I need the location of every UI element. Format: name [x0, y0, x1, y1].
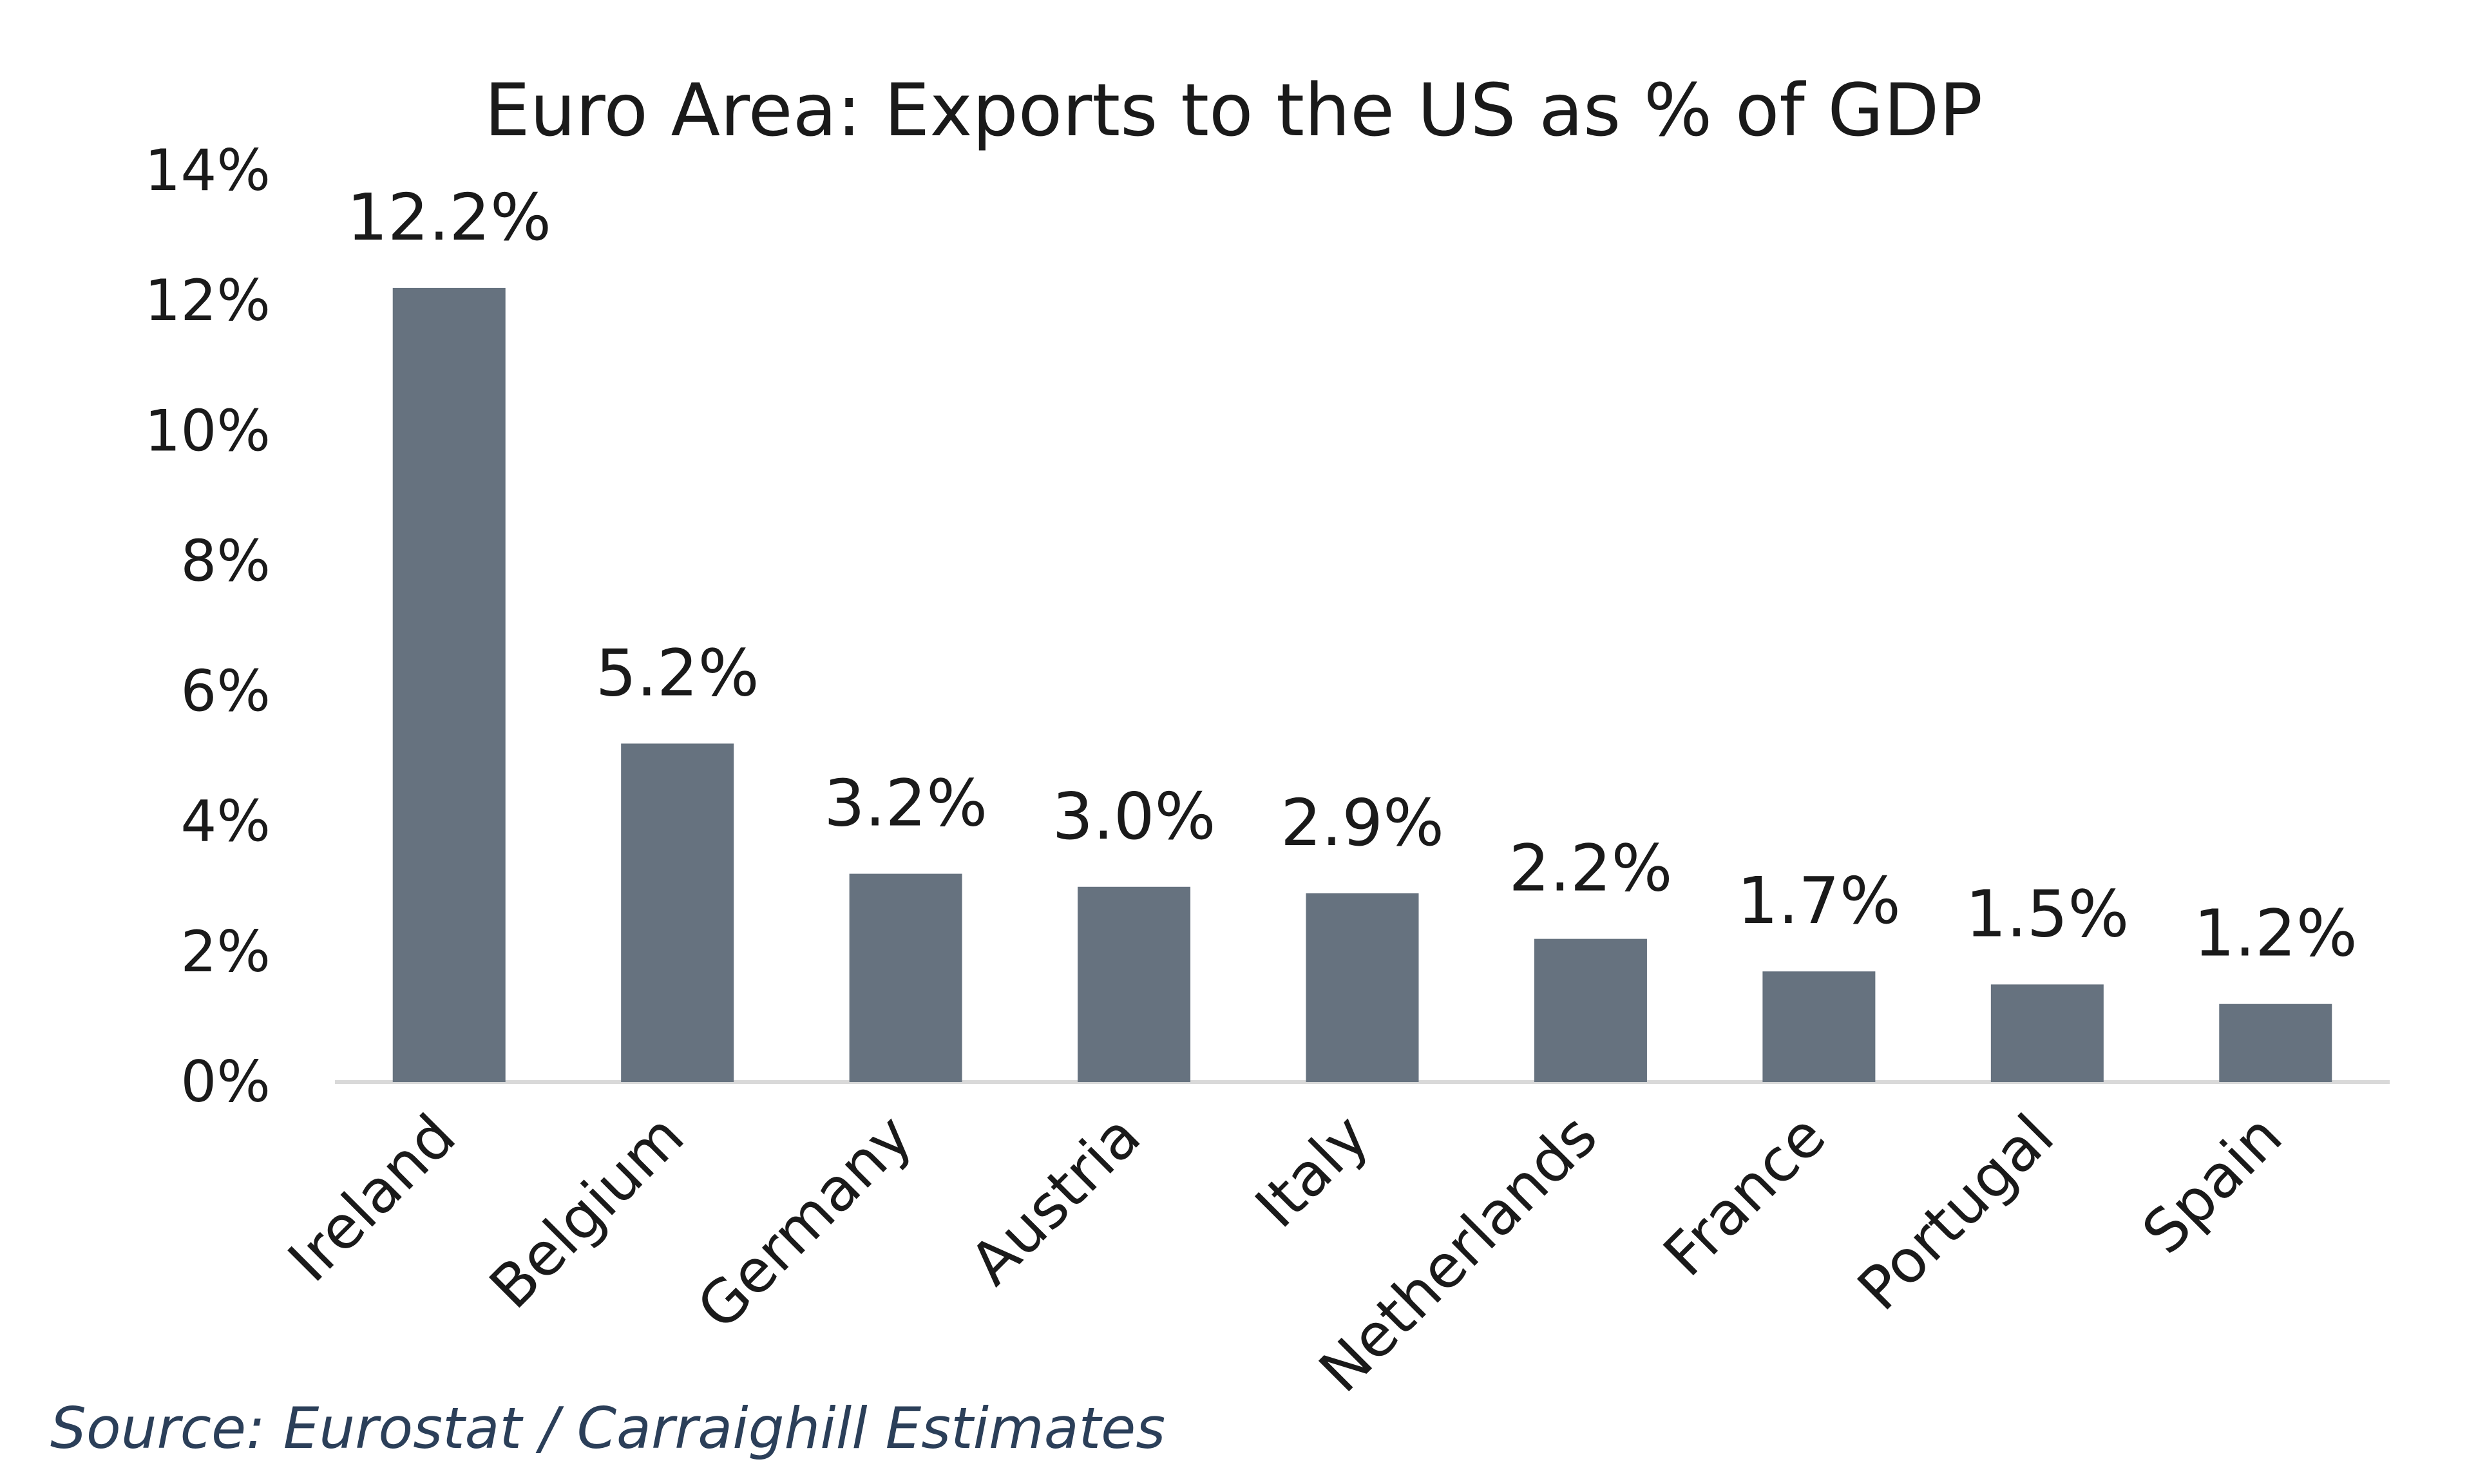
- x-tick-label: Spain: [2129, 1101, 2295, 1267]
- x-tick-label: Ireland: [275, 1101, 469, 1295]
- data-label: 2.9%: [1281, 785, 1444, 861]
- y-tick-label: 10%: [144, 397, 271, 464]
- data-label: 1.2%: [2194, 896, 2357, 971]
- data-label: 1.5%: [1965, 876, 2129, 951]
- bar-belgium: [621, 743, 734, 1082]
- x-tick-label: Austria: [957, 1101, 1154, 1298]
- bar-portugal: [1990, 984, 2104, 1082]
- data-labels: 12.2% 5.2% 3.2% 3.0% 2.9% 2.2% 1.7% 1.5% 1.2%: [347, 180, 2357, 971]
- bar-ireland: [392, 287, 506, 1082]
- y-tick-label: 6%: [180, 658, 271, 725]
- bar-france: [1762, 971, 1876, 1082]
- bar-spain: [2219, 1004, 2332, 1082]
- data-label: 3.0%: [1053, 779, 1216, 854]
- data-label: 5.2%: [596, 635, 759, 710]
- x-tick-label: Belgium: [477, 1101, 697, 1322]
- bar-austria: [1078, 886, 1191, 1082]
- bar-italy: [1306, 893, 1419, 1082]
- data-label: 12.2%: [347, 180, 551, 255]
- y-tick-label: 12%: [144, 267, 271, 334]
- x-tick-label: France: [1650, 1101, 1838, 1289]
- y-tick-label: 8%: [180, 528, 271, 594]
- bars: [392, 287, 2332, 1082]
- data-label: 1.7%: [1737, 863, 1901, 938]
- data-label: 2.2%: [1509, 831, 1672, 906]
- bar-netherlands: [1534, 938, 1647, 1082]
- y-tick-label: 4%: [180, 788, 271, 855]
- data-label: 3.2%: [824, 766, 987, 841]
- y-tick-label: 0%: [180, 1049, 271, 1115]
- y-axis-ticks: 0% 2% 4% 6% 8% 10% 12% 14%: [144, 137, 271, 1115]
- y-tick-label: 2%: [180, 918, 271, 985]
- source-note: Source: Eurostat / Carraighill Estimates: [50, 1395, 1166, 1461]
- x-tick-label: Portugal: [1845, 1101, 2067, 1324]
- bar-germany: [849, 873, 962, 1082]
- x-tick-label: Germany: [684, 1101, 926, 1343]
- x-tick-label: Italy: [1243, 1101, 1382, 1241]
- chart-title: Euro Area: Exports to the US as % of GDP: [484, 69, 1983, 153]
- y-tick-label: 14%: [144, 137, 271, 204]
